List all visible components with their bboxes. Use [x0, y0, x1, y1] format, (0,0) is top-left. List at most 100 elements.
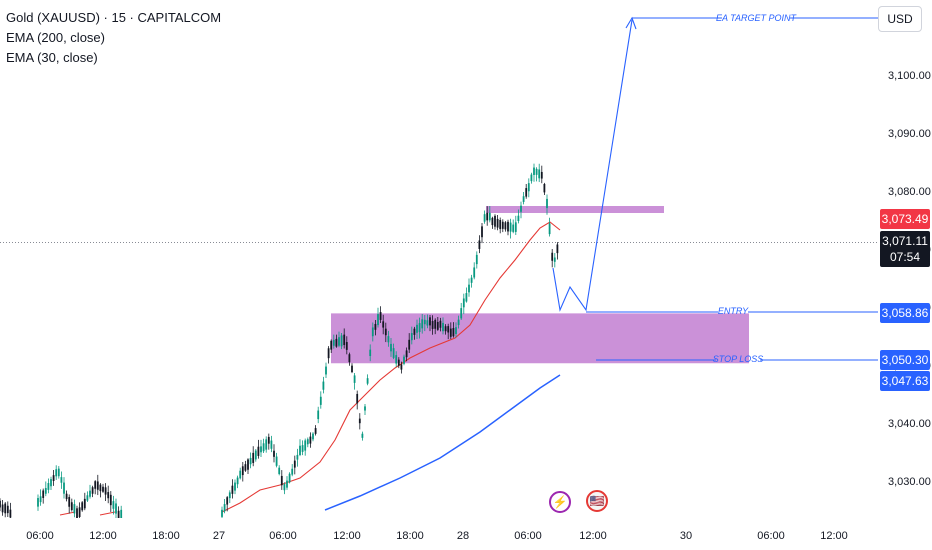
candle-body	[416, 324, 418, 333]
candle-body	[338, 337, 340, 346]
candle-body	[228, 492, 231, 499]
candle-body	[348, 354, 351, 363]
x-tick-label: 12:00	[333, 530, 361, 542]
candle-body	[244, 464, 247, 471]
candle-body	[517, 215, 520, 221]
candle-body	[345, 342, 348, 350]
candle-body	[314, 428, 317, 434]
candle-body	[486, 212, 489, 221]
candle-body	[369, 349, 372, 357]
candle-body	[426, 320, 429, 326]
candle-body	[107, 492, 110, 499]
candle-body	[231, 485, 234, 494]
candle-body	[99, 484, 102, 492]
candle-body	[86, 495, 89, 501]
candle-body	[447, 326, 450, 333]
candle-body	[0, 500, 1, 508]
candle-body	[81, 502, 84, 511]
candle-body	[543, 183, 546, 193]
candle-body	[439, 320, 442, 328]
candle-body	[91, 487, 94, 494]
candle-body	[9, 509, 12, 518]
candle-body	[249, 457, 252, 465]
target-label: EA TARGET POINT	[716, 13, 798, 23]
candle-body	[400, 364, 403, 370]
candle-body	[68, 497, 71, 507]
stop-loss-price-label: 3,050.30	[880, 350, 930, 370]
candle-body	[366, 378, 369, 384]
candle-body	[468, 284, 470, 293]
x-tick-label: 06:00	[269, 530, 297, 542]
candle-body	[293, 460, 296, 468]
candle-body	[431, 321, 434, 329]
candle-body	[481, 226, 483, 238]
candle-body	[283, 484, 286, 491]
candle-body	[306, 439, 309, 445]
candle-body	[364, 406, 366, 411]
ema30-legend[interactable]: EMA (30, close)	[6, 50, 98, 65]
lightning-icon[interactable]: ⚡	[549, 491, 571, 513]
candle-body	[120, 509, 123, 518]
candle-body	[533, 167, 535, 175]
x-tick-label: 27	[213, 530, 225, 542]
candle-body	[377, 314, 379, 326]
candle-body	[221, 509, 223, 517]
x-tick-label: 18:00	[152, 530, 180, 542]
candle-body	[556, 244, 559, 254]
candle-body	[254, 450, 257, 460]
candle-body	[309, 436, 312, 444]
candle-body	[540, 171, 543, 179]
candle-body	[392, 348, 395, 358]
candle-body	[473, 267, 476, 278]
candle-body	[104, 487, 107, 495]
candle-body	[501, 221, 504, 229]
us-flag-icon[interactable]: 🇺🇸	[586, 490, 608, 512]
candle-body	[296, 454, 299, 460]
candle-body	[223, 504, 226, 512]
candle-body	[262, 443, 265, 452]
candle-body	[335, 338, 338, 347]
candle-body	[538, 169, 541, 179]
candle-body	[452, 328, 455, 337]
ema-price-label: 3,073.49	[880, 209, 930, 229]
ema200-line	[324, 374, 561, 511]
candle-body	[374, 323, 377, 330]
candle-body	[514, 222, 517, 232]
candle-body	[444, 326, 447, 332]
symbol-title[interactable]: Gold (XAUUSD) · 15 · CAPITALCOM	[6, 10, 222, 25]
candle-body	[470, 277, 473, 283]
candle-body	[535, 168, 538, 175]
candle-body	[57, 468, 60, 477]
x-tick-label: 12:00	[820, 530, 848, 542]
candle-body	[299, 445, 301, 456]
candle-body	[96, 481, 99, 490]
candle-body	[247, 459, 249, 470]
candle-body	[343, 334, 346, 346]
x-tick-label: 28	[457, 530, 469, 542]
candle-body	[525, 188, 528, 197]
candle-body	[325, 366, 327, 375]
candle-body	[50, 479, 52, 487]
candle-body	[52, 475, 55, 481]
x-tick-label: 06:00	[514, 530, 542, 542]
candle-body	[241, 466, 244, 476]
candle-body	[89, 490, 91, 497]
candle-body	[73, 504, 76, 514]
candle-body	[226, 497, 229, 505]
candle-body	[371, 327, 374, 337]
candle-body	[60, 477, 63, 483]
candle-body	[356, 393, 359, 404]
candle-body	[455, 327, 457, 334]
ema200-legend[interactable]: EMA (200, close)	[6, 30, 105, 45]
last-price-label: 3,071.11	[880, 231, 930, 251]
candle-body	[465, 293, 468, 302]
candle-body	[460, 308, 463, 319]
candle-body	[109, 494, 112, 506]
candle-body	[390, 343, 392, 352]
candle-body	[379, 312, 382, 320]
candle-body	[312, 433, 314, 440]
candle-body	[291, 468, 294, 475]
stop-loss-label: STOP LOSS	[713, 354, 764, 364]
currency-button[interactable]: USD	[878, 6, 922, 32]
